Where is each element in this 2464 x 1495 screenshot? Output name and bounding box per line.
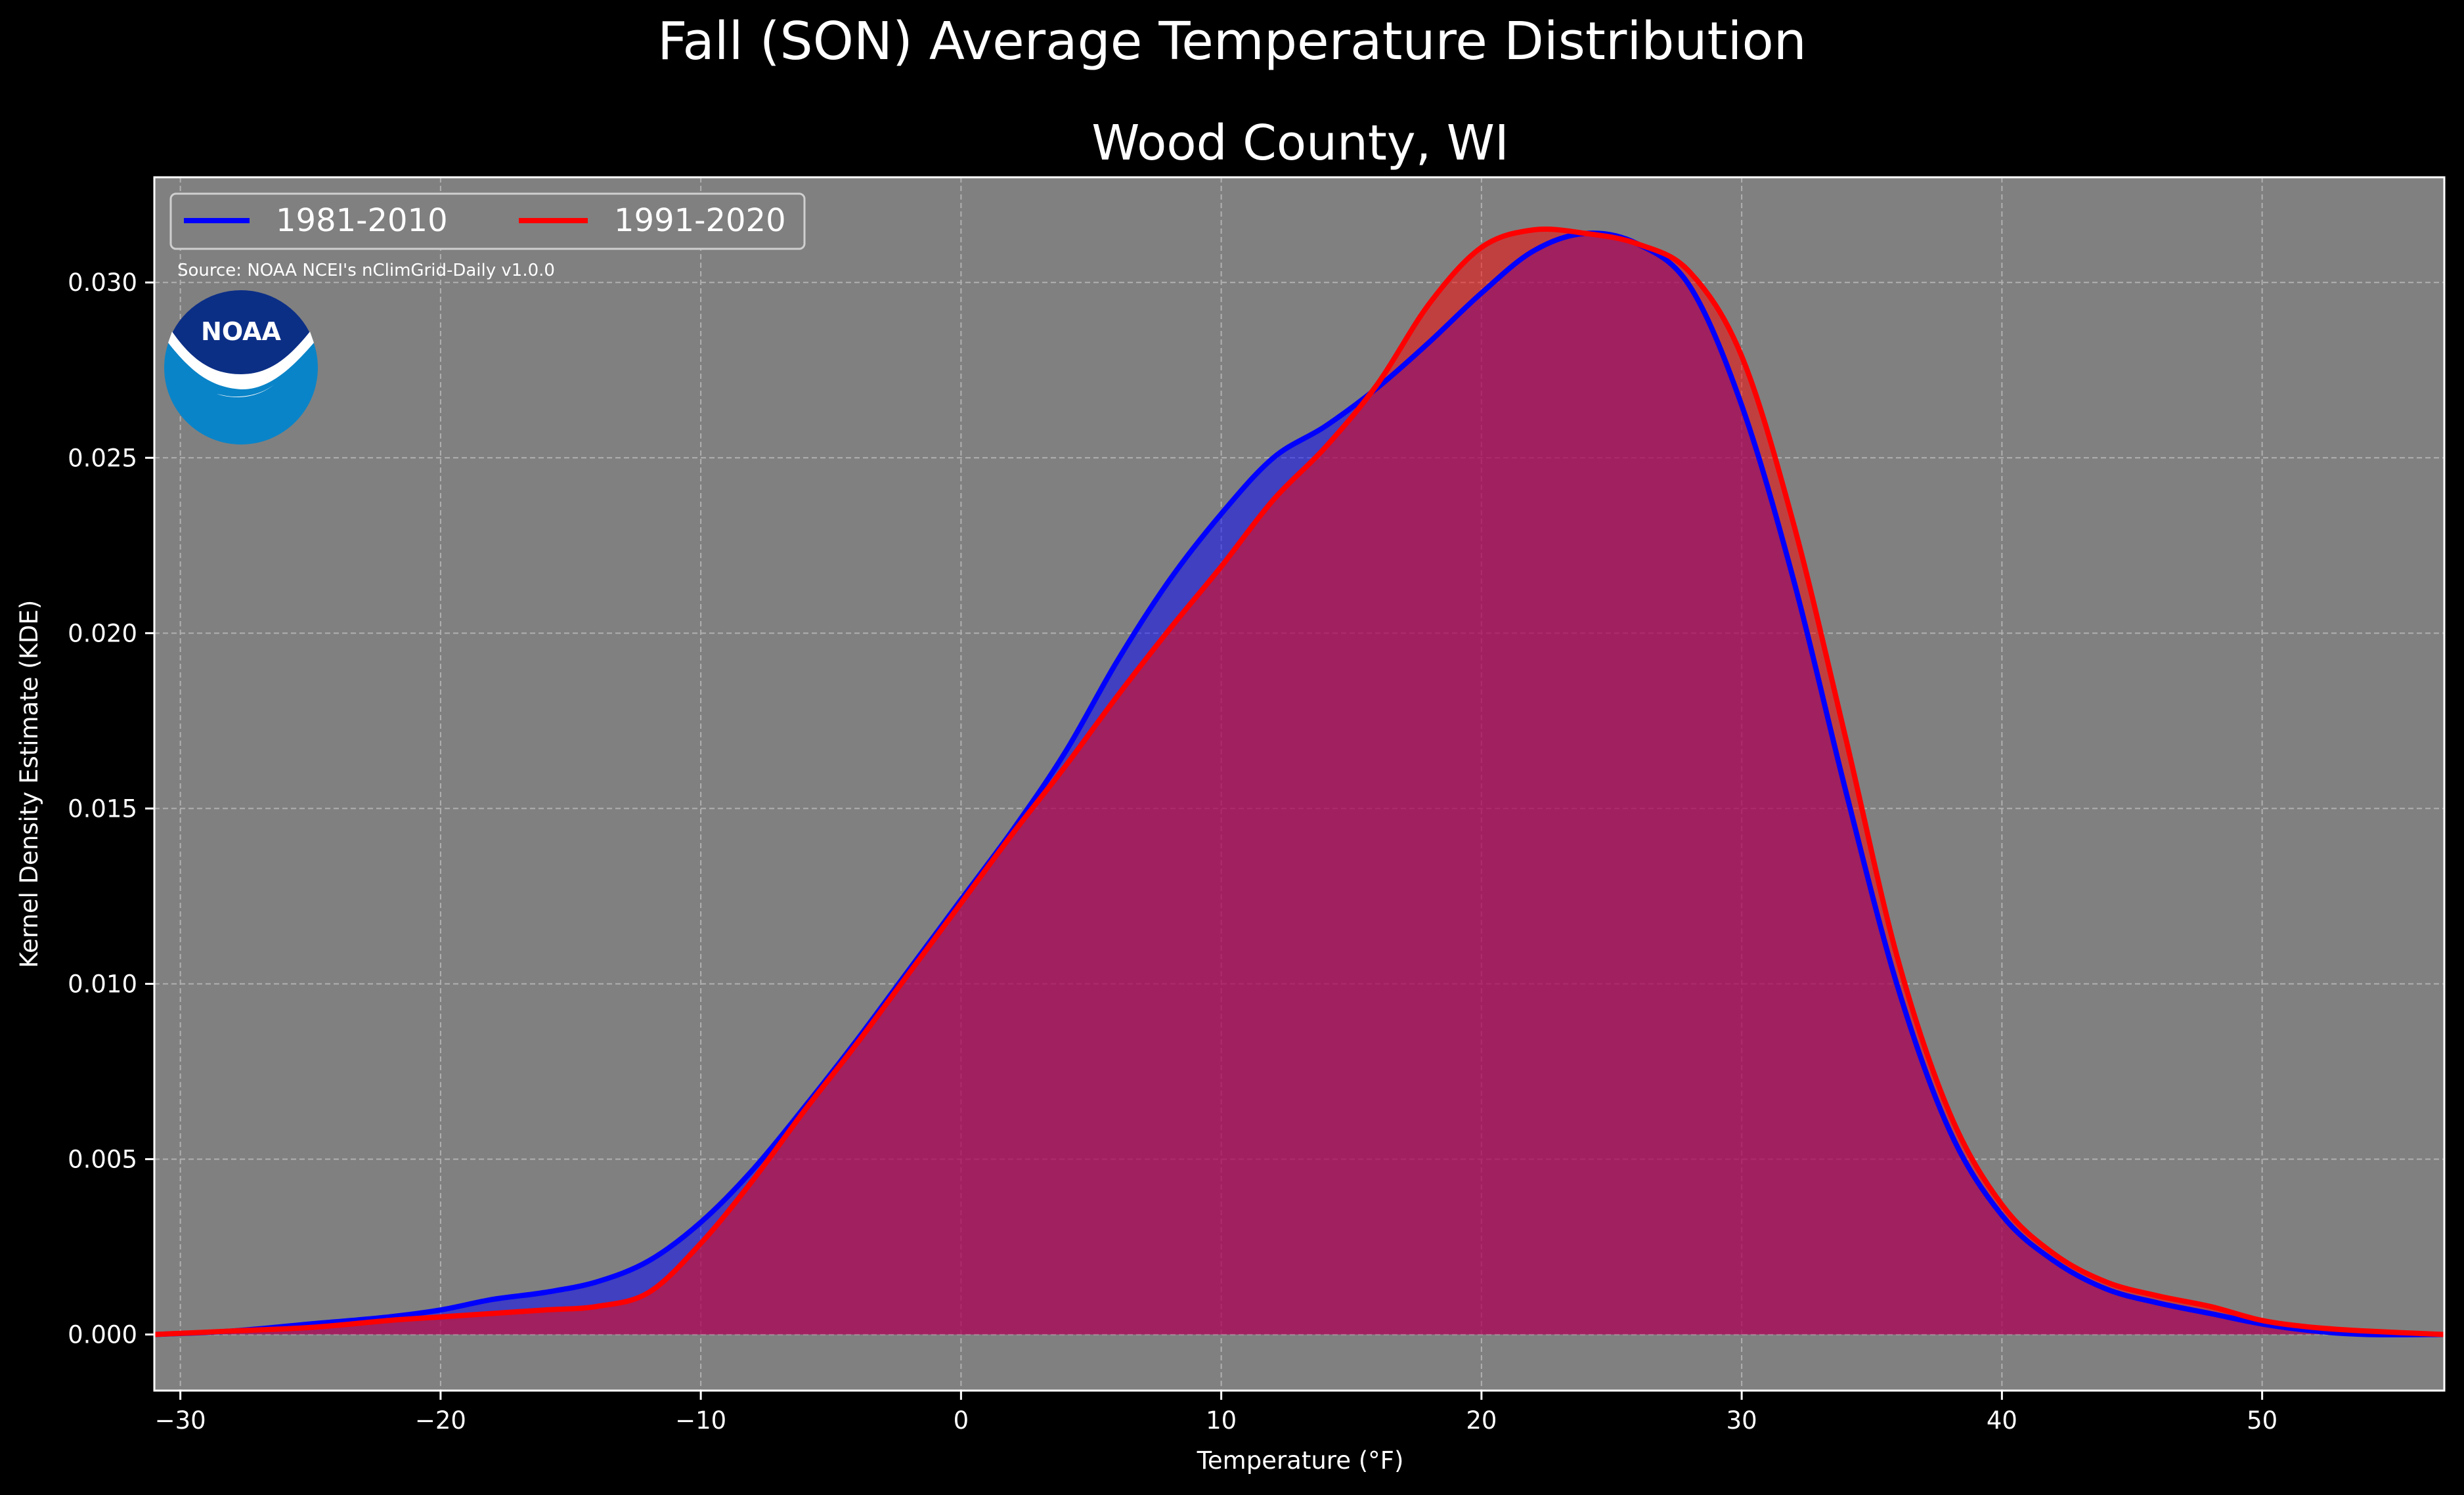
y-tick-label: 0.010 [68,970,137,998]
y-axis-label: Kernel Density Estimate (KDE) [15,600,43,968]
y-tick-label: 0.025 [68,444,137,472]
series-fill-1991-2020 [154,228,2444,1335]
source-note: Source: NOAA NCEI's nClimGrid-Daily v1.0… [177,261,555,280]
y-axis-ticks: 0.000 0.005 0.010 0.015 0.020 0.025 0.030 [68,269,154,1349]
series-line-1991-2020 [154,226,2445,1337]
x-tick-label: 40 [1987,1406,2017,1435]
logo-top-band [168,290,314,384]
legend-label-1981-2010: 1981-2010 [276,202,448,239]
x-tick-label: 30 [1727,1406,1757,1435]
plot-frame [153,176,2446,1392]
noaa-logo: NOAA [164,290,318,444]
logo-text: NOAA [201,317,281,346]
x-tick-label: −10 [675,1406,726,1435]
x-axis-label: Temperature (°F) [1197,1446,1404,1475]
x-tick-label: 20 [1466,1406,1497,1435]
legend: 1981-2010 1991-2020 [169,192,806,250]
y-tick-label: 0.030 [68,269,137,297]
x-tick-label: −30 [155,1406,206,1435]
y-tick-label: 0.020 [68,619,137,647]
legend-box [169,192,806,250]
legend-label-1991-2020: 1991-2020 [614,202,786,239]
x-tick-label: 0 [954,1406,969,1435]
series-layer [154,226,2445,1337]
x-tick-label: 50 [2247,1406,2277,1435]
y-tick-label: 0.005 [68,1145,137,1173]
x-tick-label: 10 [1206,1406,1237,1435]
x-axis-ticks: −30 −20 −10 0 10 20 30 40 50 [155,1391,2277,1435]
y-tick-label: 0.015 [68,794,137,823]
x-tick-label: −20 [415,1406,466,1435]
suptitle: Fall (SON) Average Temperature Distribut… [657,11,1807,72]
logo-bird-icon [168,332,314,390]
y-tick-label: 0.000 [68,1321,137,1349]
chart-title: Wood County, WI [1091,115,1508,171]
